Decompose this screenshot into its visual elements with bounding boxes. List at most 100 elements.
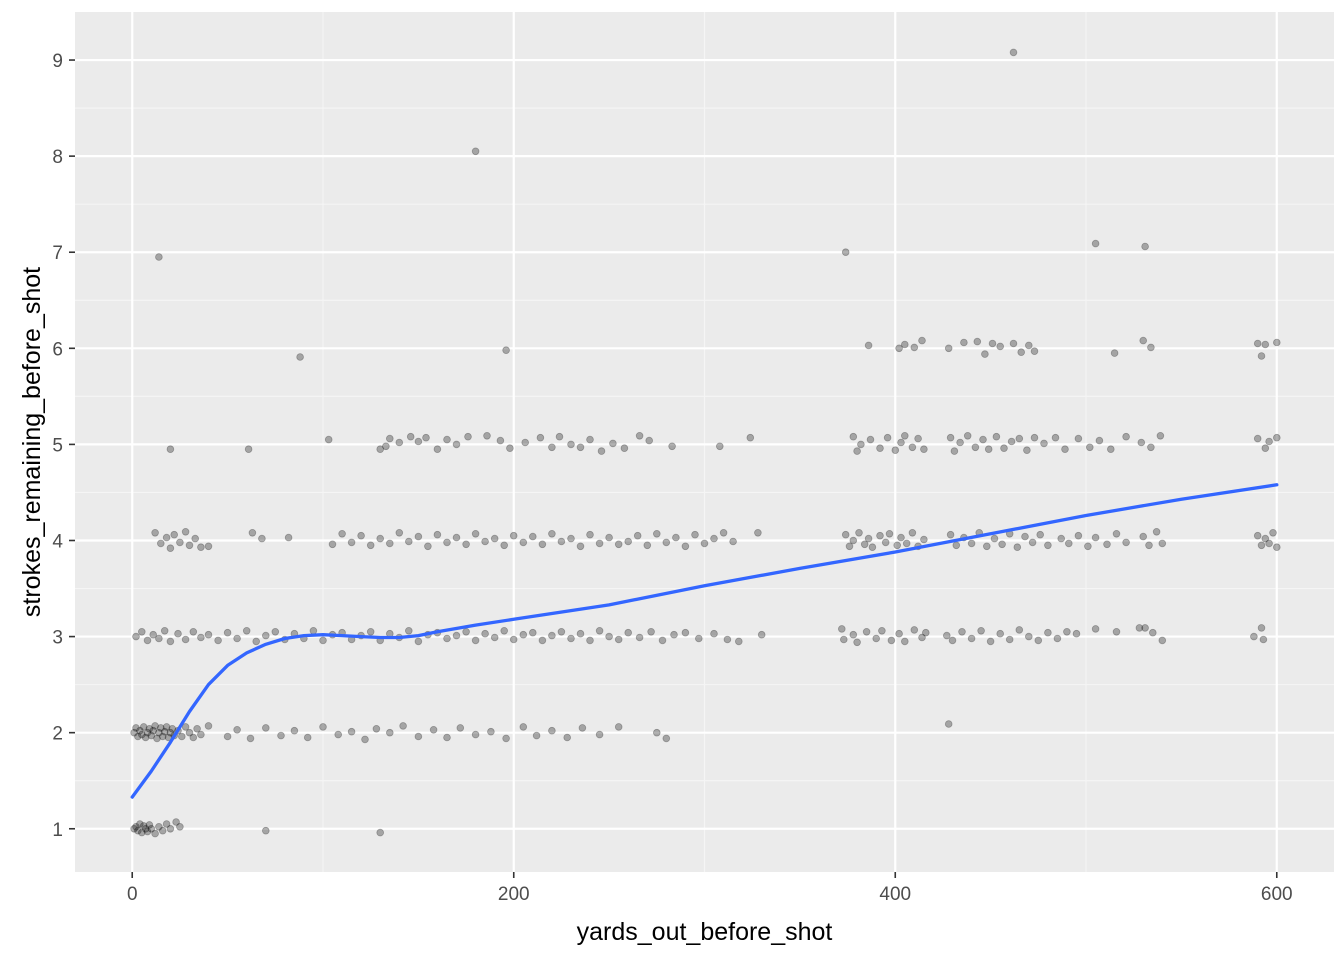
data-point xyxy=(729,537,737,546)
data-point xyxy=(157,724,165,732)
data-point xyxy=(908,528,917,537)
data-point xyxy=(1017,348,1025,357)
data-point xyxy=(973,337,982,346)
data-point xyxy=(998,540,1006,549)
data-point xyxy=(647,627,655,636)
data-point xyxy=(151,829,159,838)
data-point xyxy=(1112,529,1121,538)
data-point xyxy=(956,438,964,447)
data-point xyxy=(433,445,442,454)
data-point xyxy=(166,824,175,833)
data-point xyxy=(609,439,617,448)
data-point xyxy=(414,732,423,741)
data-point xyxy=(223,628,232,637)
data-point xyxy=(614,723,623,731)
data-point xyxy=(576,629,585,638)
data-point xyxy=(1261,444,1270,453)
data-point xyxy=(191,534,200,543)
data-point xyxy=(139,723,148,731)
data-point xyxy=(147,824,156,833)
data-point xyxy=(691,530,699,539)
data-point xyxy=(414,637,423,646)
data-point xyxy=(845,542,854,551)
data-point xyxy=(151,528,159,537)
data-point xyxy=(700,539,709,548)
data-point xyxy=(334,730,343,739)
data-point xyxy=(519,630,528,639)
data-point xyxy=(1253,339,1262,348)
data-point xyxy=(347,538,356,547)
data-point xyxy=(1009,48,1018,57)
data-point xyxy=(1044,541,1052,550)
data-point xyxy=(172,818,180,826)
data-point xyxy=(134,732,142,741)
data-point xyxy=(143,827,152,836)
data-point xyxy=(920,445,928,454)
y-tick-label: 2 xyxy=(52,724,63,745)
data-point xyxy=(1257,624,1266,632)
data-point xyxy=(662,538,671,547)
data-point xyxy=(357,531,365,540)
data-point xyxy=(921,628,930,637)
data-point xyxy=(958,627,966,636)
data-point xyxy=(1253,434,1262,443)
data-point xyxy=(1065,539,1073,548)
data-point xyxy=(876,444,884,453)
data-point xyxy=(1158,539,1167,548)
data-point xyxy=(319,636,327,645)
smooth-trend-line xyxy=(130,483,1279,799)
data-point xyxy=(462,627,470,636)
data-point xyxy=(1015,434,1024,443)
data-point xyxy=(528,532,537,541)
data-point xyxy=(443,435,451,444)
data-point xyxy=(204,722,213,730)
data-point xyxy=(496,436,505,445)
data-point xyxy=(338,529,346,538)
data-point xyxy=(864,341,873,350)
data-point xyxy=(557,627,566,636)
data-point xyxy=(233,634,241,643)
data-point xyxy=(1110,349,1119,357)
data-point xyxy=(536,433,545,442)
data-point xyxy=(694,634,703,643)
data-point xyxy=(971,443,980,452)
smooth-line-path xyxy=(130,483,1279,799)
data-point xyxy=(595,730,604,739)
data-point xyxy=(271,627,280,636)
data-point xyxy=(1063,627,1071,636)
data-point xyxy=(176,538,184,547)
scatter-points xyxy=(130,48,1281,838)
data-point xyxy=(145,821,154,829)
data-point xyxy=(662,734,671,743)
data-point xyxy=(1253,531,1262,540)
data-point xyxy=(176,822,184,831)
data-point xyxy=(950,447,959,455)
data-point xyxy=(197,730,205,739)
data-point xyxy=(506,444,514,453)
data-point xyxy=(1265,437,1273,446)
data-point xyxy=(849,536,858,545)
data-point xyxy=(624,628,632,637)
data-point xyxy=(138,730,146,739)
data-point xyxy=(471,730,480,739)
data-point xyxy=(490,534,499,543)
data-point xyxy=(157,539,165,548)
data-point xyxy=(645,436,653,445)
data-point xyxy=(967,539,976,548)
data-point xyxy=(509,531,518,540)
data-point xyxy=(963,431,972,440)
data-point xyxy=(456,724,465,732)
data-point xyxy=(244,445,253,454)
data-point xyxy=(166,728,175,737)
data-point xyxy=(555,432,564,441)
data-point xyxy=(996,342,1004,351)
data-point xyxy=(1036,530,1044,539)
data-point xyxy=(1269,528,1277,537)
data-point xyxy=(614,540,623,549)
data-point xyxy=(1156,431,1165,440)
data-point xyxy=(990,534,999,543)
data-point xyxy=(376,828,385,837)
data-point xyxy=(141,733,150,742)
data-point xyxy=(138,627,146,636)
data-point xyxy=(385,539,394,548)
